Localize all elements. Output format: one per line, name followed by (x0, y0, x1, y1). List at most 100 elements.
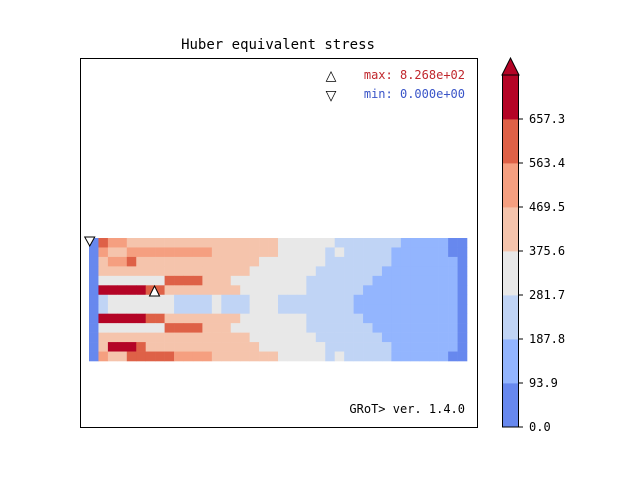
heatmap-cell (306, 332, 317, 343)
heatmap-cell (221, 256, 232, 267)
heatmap-cell (438, 238, 449, 248)
heatmap-cell (249, 238, 260, 248)
heatmap-cell (221, 313, 232, 324)
heatmap-cell (98, 285, 109, 296)
heatmap-cell (202, 313, 213, 324)
colorbar-segment (502, 383, 519, 428)
heatmap-cell (278, 304, 288, 314)
heatmap-cell (457, 304, 468, 314)
heatmap-cell (117, 313, 128, 324)
heatmap-cell (249, 275, 260, 286)
heatmap-cell (230, 238, 241, 248)
heatmap-cell (107, 323, 118, 333)
heatmap-cell (334, 313, 345, 324)
heatmap-cell (325, 256, 335, 267)
heatmap-cell (211, 294, 222, 305)
heatmap-cell (155, 256, 165, 267)
heatmap-cell (334, 332, 345, 343)
heatmap-cell (89, 351, 99, 362)
heatmap-cell (410, 313, 421, 324)
heatmap-cell (391, 304, 402, 314)
heatmap-cell (448, 256, 458, 267)
heatmap-cell (287, 351, 298, 362)
heatmap-cell (353, 285, 364, 296)
heatmap-cell (429, 294, 439, 305)
heatmap-cell (240, 304, 250, 314)
heatmap-cell (287, 304, 298, 314)
heatmap-cell (136, 238, 146, 248)
heatmap-cell (438, 342, 449, 352)
heatmap-cell (325, 313, 335, 324)
heatmap-cell (136, 247, 146, 258)
heatmap-cell (410, 323, 421, 333)
heatmap-cell (419, 266, 430, 277)
heatmap-cell (438, 351, 449, 362)
heatmap-cell (89, 256, 99, 267)
heatmap-cell (381, 238, 392, 248)
heatmap-cell (230, 275, 241, 286)
heatmap-cell (353, 247, 364, 258)
heatmap-cell (230, 266, 241, 277)
heatmap-cell (89, 238, 99, 248)
heatmap-cell (259, 256, 269, 267)
heatmap-cell (334, 256, 345, 267)
heatmap-cell (325, 266, 335, 277)
heatmap-cell (183, 351, 194, 362)
heatmap-cell (249, 304, 260, 314)
heatmap-cell (174, 351, 184, 362)
heatmap-cell (315, 351, 326, 362)
heatmap-cell (164, 266, 175, 277)
heatmap-cell (107, 247, 118, 258)
heatmap-cell (363, 342, 373, 352)
heatmap-cell (136, 323, 146, 333)
colorbar-extend-arrow (501, 56, 520, 76)
heatmap-cell (344, 238, 354, 248)
heatmap-cell (448, 238, 458, 248)
heatmap-cell (410, 238, 421, 248)
heatmap-cell (98, 332, 109, 343)
heatmap-cell (117, 285, 128, 296)
heatmap-cell (249, 323, 260, 333)
heatmap-cell (89, 285, 99, 296)
heatmap-cell (381, 313, 392, 324)
heatmap-cell (410, 247, 421, 258)
heatmap-cell (155, 342, 165, 352)
heatmap-cell (372, 351, 383, 362)
heatmap-cell (429, 351, 439, 362)
heatmap-cell (183, 275, 194, 286)
heatmap-cell (344, 285, 354, 296)
heatmap-cell (221, 351, 232, 362)
heatmap-cell (268, 266, 279, 277)
heatmap-cell (419, 285, 430, 296)
heatmap-cell (259, 304, 269, 314)
heatmap-cell (457, 323, 468, 333)
heatmap-cell (211, 304, 222, 314)
heatmap-cell (344, 275, 354, 286)
heatmap-cell (192, 285, 203, 296)
heatmap-cell (221, 332, 232, 343)
heatmap-cell (221, 238, 232, 248)
heatmap-cell (400, 247, 411, 258)
heatmap-cell (448, 342, 458, 352)
heatmap-cell (457, 238, 468, 248)
heatmap-cell (126, 275, 137, 286)
heatmap-cell (391, 294, 402, 305)
heatmap-cell (287, 323, 298, 333)
heatmap-cell (325, 238, 335, 248)
heatmap-cell (183, 256, 194, 267)
heatmap-cell (145, 304, 156, 314)
heatmap-cell (306, 247, 317, 258)
heatmap-cell (126, 323, 137, 333)
heatmap-cell (192, 304, 203, 314)
heatmap-cell (155, 323, 165, 333)
heatmap-cell (136, 285, 146, 296)
heatmap-cell (98, 247, 109, 258)
heatmap-cell (164, 256, 175, 267)
heatmap-cell (306, 294, 317, 305)
heatmap-cell (211, 342, 222, 352)
heatmap-cell (192, 294, 203, 305)
heatmap-cell (89, 294, 99, 305)
colorbar: 0.0 93.9 187.8 281.7 375.6 469.5 563.4 657.3 (501, 56, 565, 434)
heatmap-cell (296, 275, 307, 286)
heatmap-cell (448, 304, 458, 314)
